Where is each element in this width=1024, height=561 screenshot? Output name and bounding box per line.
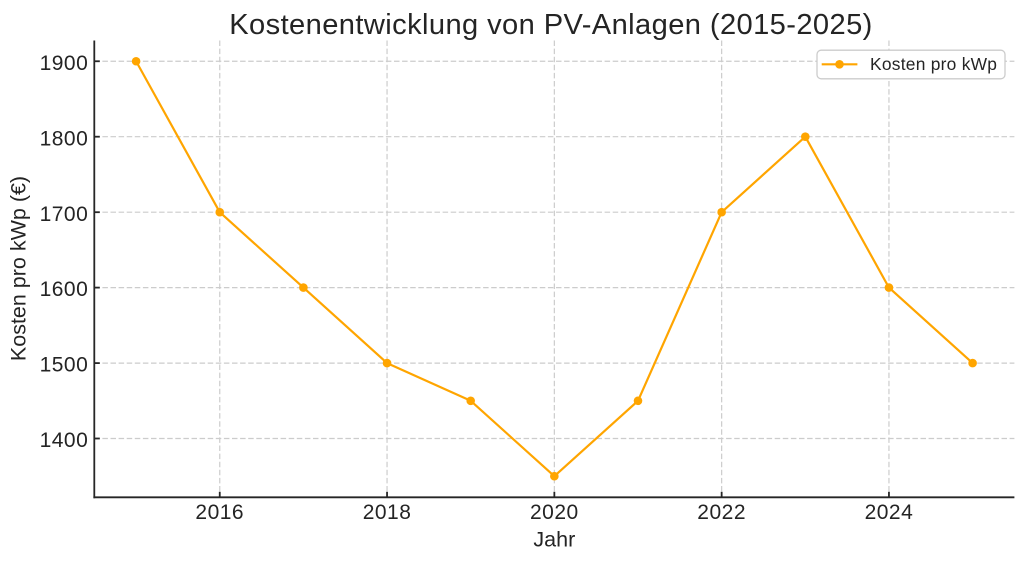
svg-text:1600: 1600 [40,278,89,301]
svg-text:1400: 1400 [40,429,89,452]
svg-text:1700: 1700 [40,203,89,226]
svg-text:Kosten pro kWp (€): Kosten pro kWp (€) [7,176,31,361]
svg-text:Jahr: Jahr [533,527,575,551]
svg-text:2022: 2022 [697,501,746,524]
svg-text:1900: 1900 [40,52,89,75]
svg-text:2018: 2018 [363,501,412,524]
svg-text:Kostenentwicklung von PV-Anlag: Kostenentwicklung von PV-Anlagen (2015-2… [229,9,873,41]
svg-text:2024: 2024 [865,501,914,524]
svg-text:Kosten pro kWp: Kosten pro kWp [870,54,997,74]
svg-text:2016: 2016 [195,501,244,524]
svg-text:2020: 2020 [530,501,579,524]
svg-text:1500: 1500 [40,354,89,377]
svg-text:1800: 1800 [40,127,89,150]
